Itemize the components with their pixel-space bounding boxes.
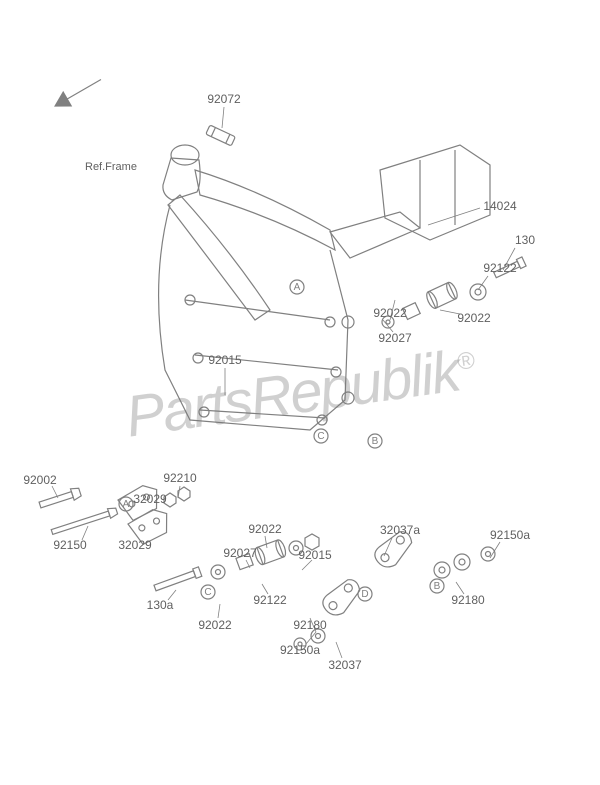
label-32029-b: 32029 <box>118 538 151 552</box>
svg-text:A: A <box>294 282 301 293</box>
circled-refs: A A B B C C D <box>119 280 444 601</box>
label-92022-r1: 92022 <box>457 311 490 325</box>
label-92210: 92210 <box>163 471 196 485</box>
washers-right <box>434 547 495 578</box>
clip-92072 <box>206 125 236 146</box>
direction-arrow <box>51 73 105 113</box>
label-92180-r: 92180 <box>451 593 484 607</box>
label-130a: 130a <box>147 598 174 612</box>
label-92015: 92015 <box>208 353 241 367</box>
label-130: 130 <box>515 233 535 247</box>
label-92180-b: 92180 <box>293 618 326 632</box>
parts-diagram: A A B B C C D <box>0 0 600 785</box>
svg-text:C: C <box>204 587 211 598</box>
label-32037: 32037 <box>328 658 361 672</box>
diagram-svg: A A B B C C D <box>0 0 600 785</box>
label-92122-b: 92122 <box>253 593 286 607</box>
svg-text:B: B <box>434 581 441 592</box>
label-92122: 92122 <box>483 261 516 275</box>
leader-lines <box>52 107 515 658</box>
label-32037a: 32037a <box>380 523 420 537</box>
label-92150a-b: 92150a <box>280 643 320 657</box>
label-92150a-r: 92150a <box>490 528 530 542</box>
label-92015-b: 92015 <box>298 548 331 562</box>
label-92027-r: 92027 <box>378 331 411 345</box>
label-92150: 92150 <box>53 538 86 552</box>
label-14024: 14024 <box>483 199 516 213</box>
label-92027-b: 92027 <box>223 546 256 560</box>
cover-14024 <box>380 145 490 240</box>
frame-outline <box>159 145 420 430</box>
ref-frame-label: Ref.Frame <box>85 161 137 173</box>
label-32029-a: 32029 <box>133 492 166 506</box>
svg-text:D: D <box>361 589 368 600</box>
svg-text:A: A <box>123 499 130 510</box>
label-92022-b2: 92022 <box>198 618 231 632</box>
svg-text:B: B <box>372 436 379 447</box>
collar-group-bottom <box>153 534 319 593</box>
label-92022-b1: 92022 <box>248 522 281 536</box>
link-32037-a <box>318 577 365 618</box>
svg-text:C: C <box>317 431 324 442</box>
label-92022-r2: 92022 <box>373 306 406 320</box>
label-92002: 92002 <box>23 473 56 487</box>
label-92072: 92072 <box>207 92 240 106</box>
